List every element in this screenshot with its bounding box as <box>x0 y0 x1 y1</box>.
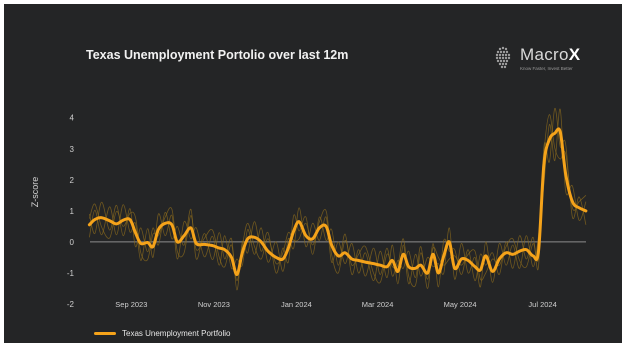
component-line <box>89 107 587 291</box>
plot-area: Z-score 4 3 2 1 0 -1 -2 Sep 2023 Nov 2023 Jan 20… <box>30 107 588 309</box>
component-line <box>89 114 587 288</box>
chart-panel: Texas Unemployment Portolio over last 12… <box>4 4 622 343</box>
x-tick-label: May 2024 <box>444 300 477 309</box>
x-tick-label: Mar 2024 <box>362 300 394 309</box>
y-tick-label: 2 <box>70 176 75 185</box>
brand-name: MacroX <box>520 45 580 65</box>
legend-label: Texas Unemployment Portfolio <box>122 329 231 338</box>
brand-name-suffix: X <box>568 45 581 64</box>
y-tick-label: 1 <box>70 207 75 216</box>
x-tick-label: Jan 2024 <box>281 300 312 309</box>
x-tick-label: Jul 2024 <box>528 300 556 309</box>
y-tick-label: -2 <box>67 300 75 309</box>
y-tick-label: 0 <box>70 238 75 247</box>
legend: Texas Unemployment Portfolio <box>94 329 231 338</box>
x-tick-label: Nov 2023 <box>198 300 230 309</box>
y-tick-label: -1 <box>67 269 75 278</box>
component-line <box>89 108 587 288</box>
legend-swatch <box>94 332 116 335</box>
series-line-texas-unemployment-portfolio <box>87 127 588 277</box>
y-tick-labels: 4 3 2 1 0 -1 -2 <box>67 114 75 309</box>
component-lines <box>89 107 587 291</box>
brand-name-prefix: Macro <box>520 45 569 64</box>
x-tick-labels: Sep 2023 Nov 2023 Jan 2024 Mar 2024 May 2024… <box>115 300 556 309</box>
y-tick-label: 3 <box>70 145 75 154</box>
brand-tagline: Know Faster, Invest Better <box>520 66 573 71</box>
y-tick-label: 4 <box>70 114 75 123</box>
head-silhouette-logo-icon <box>495 46 511 69</box>
x-tick-label: Sep 2023 <box>115 300 147 309</box>
chart-title: Texas Unemployment Portolio over last 12… <box>86 48 349 62</box>
y-axis-label: Z-score <box>30 177 40 208</box>
